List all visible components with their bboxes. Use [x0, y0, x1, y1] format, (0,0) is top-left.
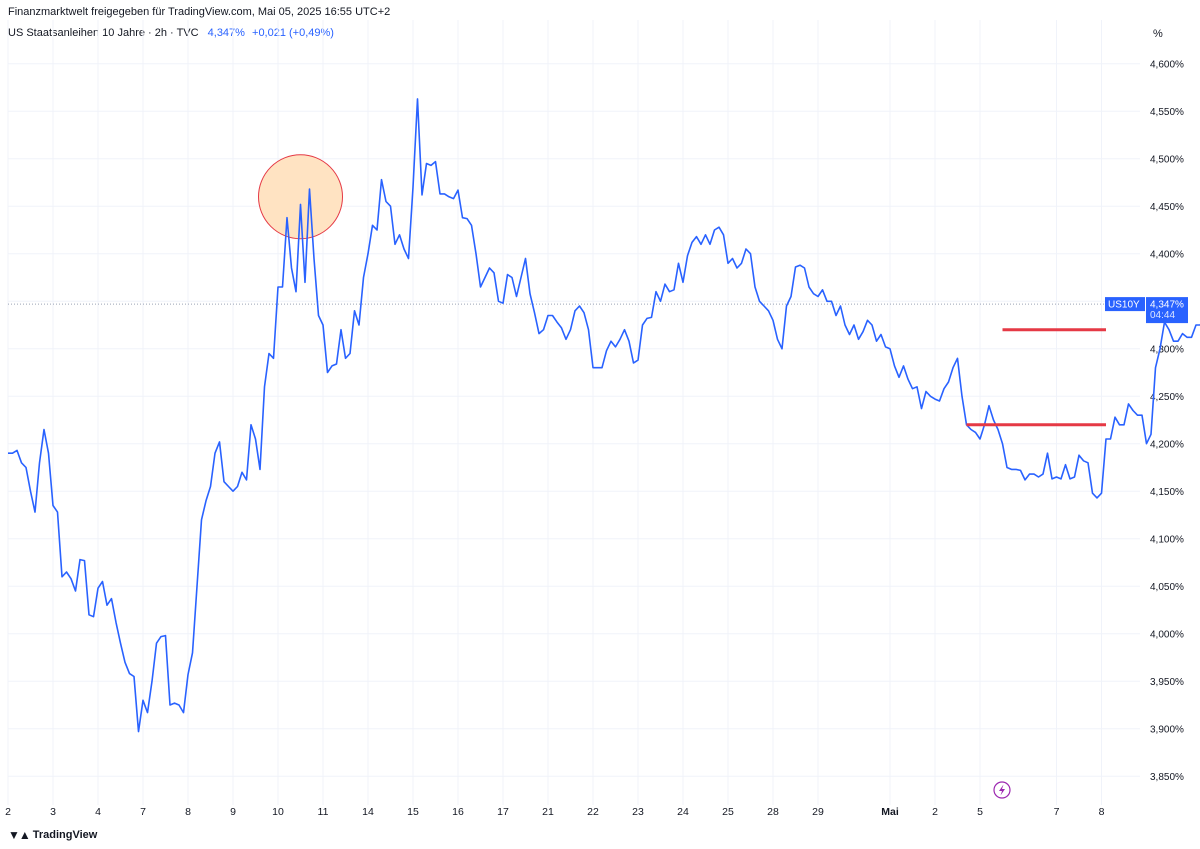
tradingview-logo[interactable]: ▼▲ TradingView	[8, 828, 97, 842]
lightning-icon[interactable]	[993, 781, 1011, 799]
x-tick-label: 3	[50, 806, 56, 818]
x-tick-label: 11	[318, 806, 329, 818]
x-tick-label: 2	[932, 806, 938, 818]
last-price: 4,347%	[207, 27, 245, 39]
x-tick-label: 5	[977, 806, 983, 818]
brand-name: TradingView	[32, 829, 98, 841]
x-tick-label: 22	[587, 806, 599, 818]
y-axis-unit: %	[1153, 28, 1163, 40]
symbol-title: US Staatsanleihen 10 Jahre · 2h · TVC	[8, 27, 199, 39]
x-tick-label: 8	[185, 806, 191, 818]
y-tick-label: 4,400%	[1150, 249, 1184, 260]
y-tick-label: 4,450%	[1150, 202, 1184, 213]
x-tick-label: 28	[767, 806, 779, 818]
y-tick-label: 4,300%	[1150, 344, 1184, 355]
x-tick-label: 14	[362, 806, 374, 818]
x-tick-label: 25	[722, 806, 734, 818]
y-tick-label: 4,000%	[1150, 629, 1184, 640]
x-tick-label: 10	[272, 806, 284, 818]
x-tick-label: 21	[542, 806, 554, 818]
x-tick-label: 17	[497, 806, 509, 818]
y-tick-label: 4,150%	[1150, 487, 1184, 498]
countdown-tag: 04:44	[1150, 310, 1175, 321]
x-axis[interactable]: 2 3 4 7 8 9 10 11 14 15 16 17 21 22 23 24 25 28 29 Mai 2 5 7 8	[5, 806, 1105, 818]
y-tick-label: 4,100%	[1150, 534, 1184, 545]
x-tick-label: 7	[1054, 806, 1060, 818]
y-axis[interactable]: 3,850% 3,900% 3,950% 4,000% 4,050% 4,100% 4,15…	[1150, 59, 1184, 783]
y-tick-label: 4,050%	[1150, 582, 1184, 593]
value-tag-bg	[1146, 297, 1188, 324]
x-tick-label: 2	[5, 806, 11, 818]
grid	[7, 20, 1140, 805]
support-lines	[966, 328, 1106, 427]
x-tick-label: 29	[812, 806, 824, 818]
y-tick-label: 3,900%	[1150, 724, 1184, 735]
y-tick-label: 3,850%	[1150, 772, 1184, 783]
x-tick-label: 16	[452, 806, 464, 818]
y-tick-label: 4,250%	[1150, 392, 1184, 403]
tradingview-logo-icon: ▼▲	[8, 828, 31, 842]
symbol-legend[interactable]: US Staatsanleihen 10 Jahre · 2h · TVC 4,…	[8, 27, 334, 39]
x-tick-label: 7	[140, 806, 146, 818]
yield-series-line	[8, 98, 1200, 733]
y-tick-label: 4,500%	[1150, 154, 1184, 165]
x-tick-label: 24	[677, 806, 689, 818]
x-tick-label: 15	[407, 806, 419, 818]
last-value-label: US10Y 4,347% 04:44	[1105, 297, 1188, 324]
x-tick-label: 23	[632, 806, 644, 818]
y-tick-label: 4,600%	[1150, 59, 1184, 70]
y-tick-label: 3,950%	[1150, 677, 1184, 688]
attribution-text: Finanzmarktwelt freigegeben für TradingV…	[8, 6, 391, 18]
x-tick-label: 8	[1099, 806, 1105, 818]
y-tick-label: 4,200%	[1150, 439, 1184, 450]
symbol-tag-bg	[1105, 297, 1145, 312]
highlight-circle	[258, 154, 343, 240]
x-tick-label: 9	[230, 806, 236, 818]
price-change: +0,021 (+0,49%)	[252, 27, 334, 39]
y-tick-label: 4,550%	[1150, 107, 1184, 118]
x-tick-label: Mai	[881, 806, 899, 818]
x-tick-label: 4	[95, 806, 101, 818]
symbol-tag: US10Y	[1108, 300, 1140, 311]
value-tag: 4,347%	[1150, 300, 1184, 311]
